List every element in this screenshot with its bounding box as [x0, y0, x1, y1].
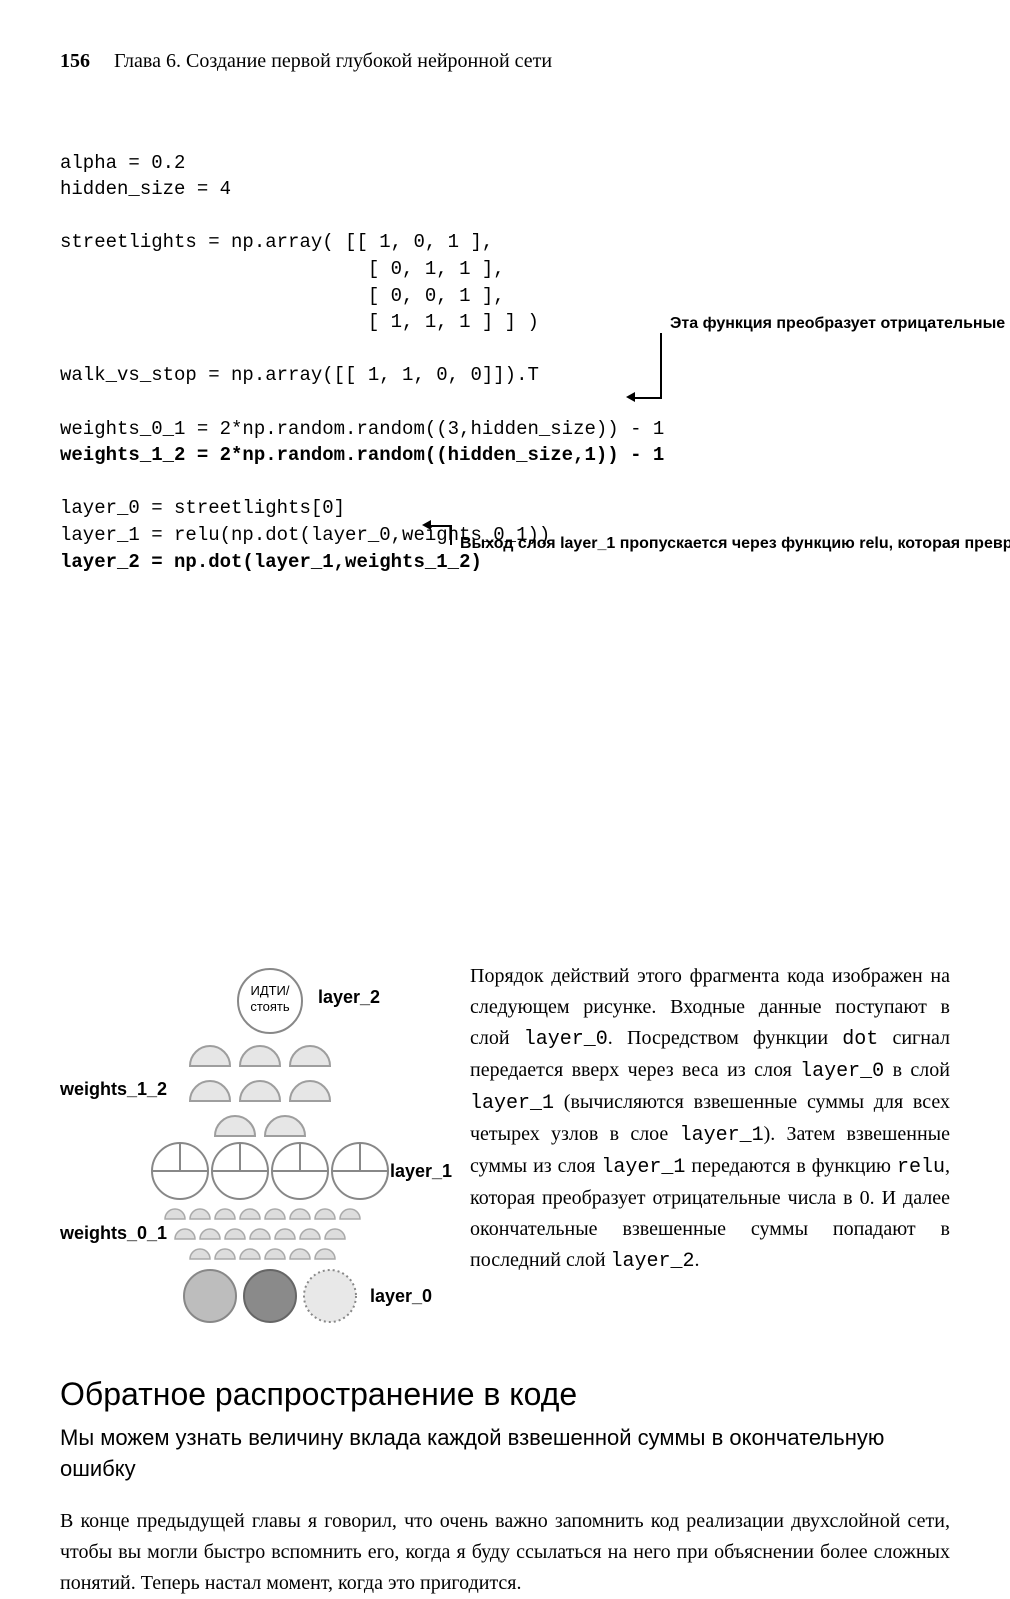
diagram-label-layer2: layer_2 — [318, 987, 380, 1008]
diagram-label-layer1: layer_1 — [390, 1161, 452, 1182]
section-subheading: Мы можем узнать величину вклада каждой в… — [60, 1423, 950, 1485]
section-heading: Обратное распространение в коде — [60, 1376, 950, 1413]
code-line-bold: layer_2 = np.dot(layer_1,weights_1_2) — [60, 551, 482, 573]
svg-text:стоять: стоять — [250, 999, 290, 1014]
chapter-title: Глава 6. Создание первой глубокой нейрон… — [114, 50, 552, 73]
code-line: weights_0_1 = 2*np.random.random((3,hidd… — [60, 418, 664, 440]
arrow-connector — [660, 333, 662, 397]
diagram-label-w01: weights_0_1 — [60, 1223, 167, 1244]
code-line-bold: weights_1_2 = 2*np.random.random((hidden… — [60, 444, 664, 466]
section-body: В конце предыдущей главы я говорил, что … — [60, 1506, 950, 1599]
annotation-layer1-relu: Выход слоя layer_1 пропускается через фу… — [460, 533, 940, 555]
arrow-head-icon — [626, 392, 635, 402]
code-line: [ 1, 1, 1 ] ] ) — [60, 311, 539, 333]
code-line: streetlights = np.array( [[ 1, 0, 1 ], — [60, 231, 493, 253]
svg-text:ИДТИ/: ИДТИ/ — [250, 983, 289, 998]
code-line: walk_vs_stop = np.array([[ 1, 1, 0, 0]])… — [60, 364, 539, 386]
code-line: hidden_size = 4 — [60, 178, 231, 200]
paragraph-body: Порядок действий этого фрагмента кода из… — [470, 965, 950, 1271]
diagram-label-layer0: layer_0 — [370, 1286, 432, 1307]
code-line: [ 0, 1, 1 ], — [60, 258, 505, 280]
nn-diagram-svg: ИДТИ/ стоять — [60, 961, 440, 1331]
annotation-relu-neg: Эта функция преобразует отрицательные чи… — [670, 313, 930, 335]
code-block: alpha = 0.2 hidden_size = 4 streetlights… — [60, 123, 950, 921]
code-line: alpha = 0.2 — [60, 152, 185, 174]
page-header: 156 Глава 6. Создание первой глубокой не… — [60, 50, 950, 73]
page: 156 Глава 6. Создание первой глубокой не… — [0, 0, 1010, 1500]
page-number: 156 — [60, 50, 90, 73]
nn-diagram: ИДТИ/ стоять — [60, 961, 440, 1331]
diagram-label-w12: weights_1_2 — [60, 1079, 167, 1100]
code-line: [ 0, 0, 1 ], — [60, 285, 505, 307]
code-line: layer_0 = streetlights[0] — [60, 497, 345, 519]
arrow-connector — [450, 525, 452, 545]
paragraph-text: Порядок действий этого фрагмента кода из… — [470, 961, 950, 1331]
arrow-connector — [430, 525, 452, 527]
two-column-section: ИДТИ/ стоять — [60, 961, 950, 1331]
arrow-connector — [634, 397, 662, 399]
arrow-head-icon — [422, 520, 431, 530]
